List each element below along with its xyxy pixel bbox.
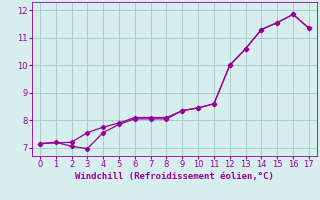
X-axis label: Windchill (Refroidissement éolien,°C): Windchill (Refroidissement éolien,°C) bbox=[75, 172, 274, 181]
